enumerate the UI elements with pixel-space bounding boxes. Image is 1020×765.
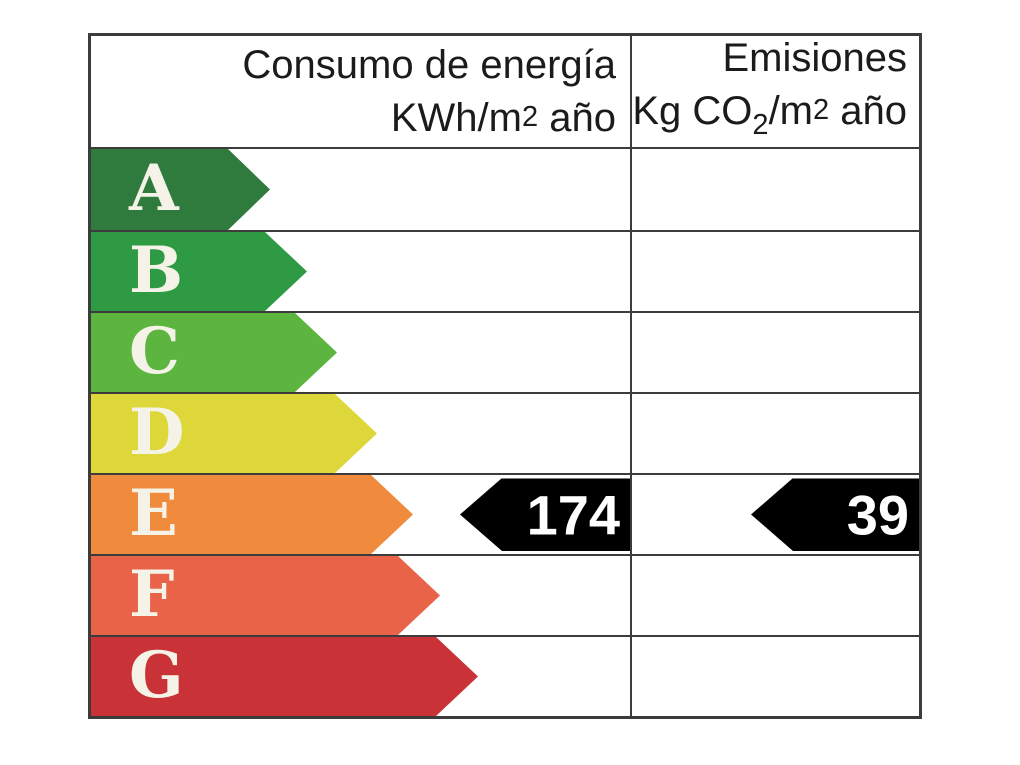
consumption-column-header: Consumo de energía KWh/m2 año bbox=[91, 36, 632, 147]
rating-g-consumption-cell: G bbox=[91, 637, 632, 716]
rating-letter-d: D bbox=[129, 394, 185, 470]
rating-arrow-e: E bbox=[91, 475, 413, 554]
rating-arrow-f: F bbox=[91, 556, 440, 635]
rating-letter-c: C bbox=[129, 313, 180, 389]
table-header: Consumo de energía KWh/m2 año Emisiones … bbox=[91, 36, 919, 149]
rating-row-f: F bbox=[91, 554, 919, 635]
rating-a-emissions-cell bbox=[632, 149, 919, 230]
emissions-value-marker: 39 bbox=[751, 478, 919, 551]
consumption-value: 174 bbox=[526, 483, 620, 546]
rating-arrow-b: B bbox=[91, 232, 307, 311]
rating-row-a: A bbox=[91, 149, 919, 230]
rating-letter-a: A bbox=[129, 150, 179, 226]
rating-f-consumption-cell: F bbox=[91, 556, 632, 635]
rating-e-emissions-cell: 39 bbox=[632, 475, 919, 554]
consumption-value-marker: 174 bbox=[460, 478, 630, 551]
rating-g-emissions-cell bbox=[632, 637, 919, 716]
rating-row-c: C bbox=[91, 311, 919, 392]
rating-row-b: B bbox=[91, 230, 919, 311]
rating-b-consumption-cell: B bbox=[91, 232, 632, 311]
consumption-header-line2: KWh/m2 año bbox=[390, 96, 616, 140]
rating-row-e: E 174 39 bbox=[91, 473, 919, 554]
rating-arrow-a: A bbox=[91, 149, 270, 230]
emissions-column-header: Emisiones Kg CO2/m2 año bbox=[632, 36, 919, 147]
emissions-header-line1: Emisiones bbox=[722, 36, 907, 80]
rating-d-consumption-cell: D bbox=[91, 394, 632, 473]
rating-e-consumption-cell: E 174 bbox=[91, 475, 632, 554]
energy-rating-table: Consumo de energía KWh/m2 año Emisiones … bbox=[88, 33, 922, 719]
rating-letter-f: F bbox=[129, 556, 175, 632]
consumption-header-line1: Consumo de energía bbox=[242, 43, 616, 87]
rating-letter-e: E bbox=[129, 475, 178, 551]
rating-letter-b: B bbox=[129, 232, 184, 308]
rating-a-consumption-cell: A bbox=[91, 149, 632, 230]
rating-arrow-c: C bbox=[91, 313, 337, 392]
rating-arrow-g: G bbox=[91, 637, 478, 716]
rating-row-d: D bbox=[91, 392, 919, 473]
rating-row-g: G bbox=[91, 635, 919, 716]
rating-f-emissions-cell bbox=[632, 556, 919, 635]
rating-letter-g: G bbox=[129, 637, 184, 713]
rating-b-emissions-cell bbox=[632, 232, 919, 311]
rating-c-consumption-cell: C bbox=[91, 313, 632, 392]
rating-c-emissions-cell bbox=[632, 313, 919, 392]
emissions-header-line2: Kg CO2/m2 año bbox=[632, 89, 907, 141]
rating-d-emissions-cell bbox=[632, 394, 919, 473]
rating-arrow-d: D bbox=[91, 394, 377, 473]
emissions-value: 39 bbox=[846, 483, 909, 546]
